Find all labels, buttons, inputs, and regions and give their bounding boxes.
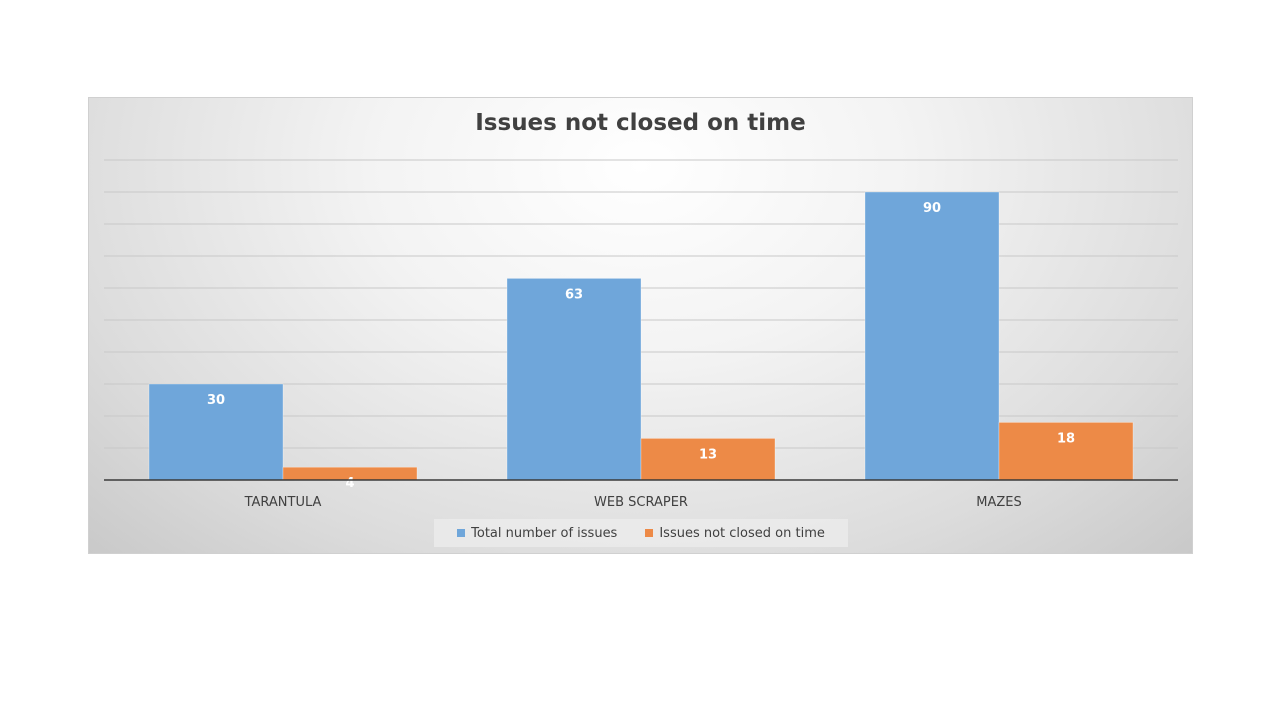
chart-title: Issues not closed on time	[475, 110, 806, 136]
bar	[864, 191, 1000, 481]
bar	[148, 383, 284, 481]
x-tick-label: MAZES	[976, 495, 1021, 510]
plot-area: 30 4 TARANTULA 63 13 WEB SCRAPER 90 18 MAZES	[104, 159, 1178, 510]
bar	[506, 278, 642, 481]
x-tick-label: WEB SCRAPER	[594, 495, 688, 510]
data-label: 90	[923, 201, 941, 216]
data-label: 63	[565, 287, 583, 302]
x-tick-label: TARANTULA	[244, 495, 322, 510]
data-label: 30	[207, 393, 225, 408]
legend-item-not-closed: Issues not closed on time	[645, 526, 825, 541]
legend-label-not-closed: Issues not closed on time	[659, 525, 825, 541]
data-label: 13	[699, 447, 717, 462]
bar	[998, 422, 1134, 481]
chart-frame: Issues not closed on time 30 4 TARANTULA 63…	[88, 97, 1193, 554]
legend: Total number of issues Issues not closed…	[434, 519, 848, 547]
legend-swatch-total	[457, 529, 466, 537]
legend-swatch-not-closed	[645, 529, 654, 537]
data-label: 4	[345, 476, 354, 491]
legend-label-total: Total number of issues	[471, 525, 618, 541]
legend-item-total: Total number of issues	[457, 526, 617, 541]
data-label: 18	[1057, 431, 1075, 446]
